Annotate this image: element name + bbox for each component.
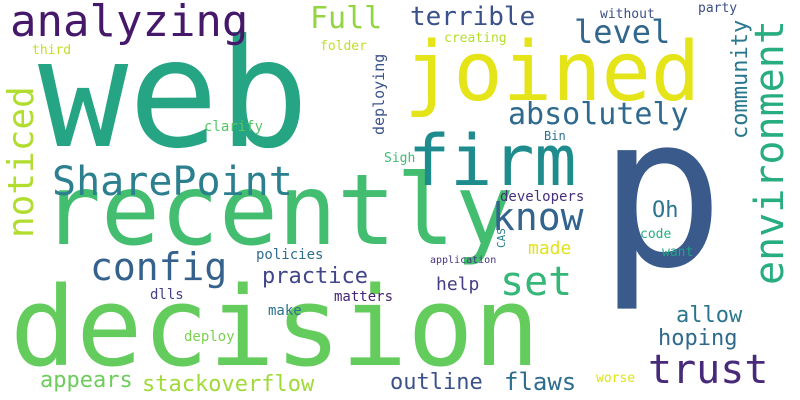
word-firm: firm (408, 120, 577, 202)
word-help: help (436, 274, 480, 295)
word-stackoverflow: stackoverflow (142, 372, 315, 397)
word-decision: decision (10, 263, 540, 391)
word-outline: outline (390, 370, 483, 395)
word-allow: allow (676, 303, 743, 328)
word-oh: Oh (652, 198, 679, 223)
word-made: made (528, 238, 572, 259)
word-analyzing: analyzing (10, 0, 249, 47)
word-creating: creating (444, 31, 507, 46)
word-flaws: flaws (504, 368, 577, 396)
word-p: p (598, 70, 725, 315)
word-matters: matters (334, 289, 394, 305)
word-know: know (492, 195, 584, 239)
word-worse: worse (596, 371, 636, 386)
word-trust: trust (648, 347, 769, 393)
word-environment: environment (747, 20, 793, 285)
word-practice: practice (262, 264, 368, 289)
word-full: Full (310, 1, 383, 36)
word-code: code (640, 227, 672, 242)
word-want: want (662, 245, 694, 260)
word-deploying: deploying (370, 53, 388, 135)
word-hoping: hoping (658, 326, 738, 351)
word-absolutely: absolutely (508, 97, 689, 132)
word-policies: policies (256, 247, 324, 263)
word-config: config (90, 245, 228, 289)
word-set: set (500, 259, 573, 305)
word-joined: joined (404, 25, 701, 120)
word-noticed: noticed (1, 86, 42, 238)
word-sigh: Sigh (384, 151, 416, 166)
word-appears: appears (40, 368, 133, 393)
word-developers: developers (500, 189, 585, 205)
word-make: make (268, 303, 302, 319)
word-cas: CAS (495, 228, 508, 248)
word-bin: Bin (544, 129, 566, 143)
word-folder: folder (320, 39, 367, 54)
word-application: application (430, 255, 497, 266)
word-without: without (600, 7, 655, 22)
word-recently: recently (42, 154, 515, 268)
word-dlls: dlls (150, 287, 184, 303)
word-terrible: terrible (410, 2, 536, 32)
word-clarify: clarify (204, 119, 264, 135)
word-deploy: deploy (184, 329, 235, 345)
word-level: level (574, 13, 671, 51)
word-web: web (38, 8, 309, 182)
word-sharepoint: SharePoint (52, 159, 293, 205)
word-party: party (698, 1, 738, 16)
word-third: third (32, 43, 72, 58)
word-community: community (728, 19, 753, 139)
